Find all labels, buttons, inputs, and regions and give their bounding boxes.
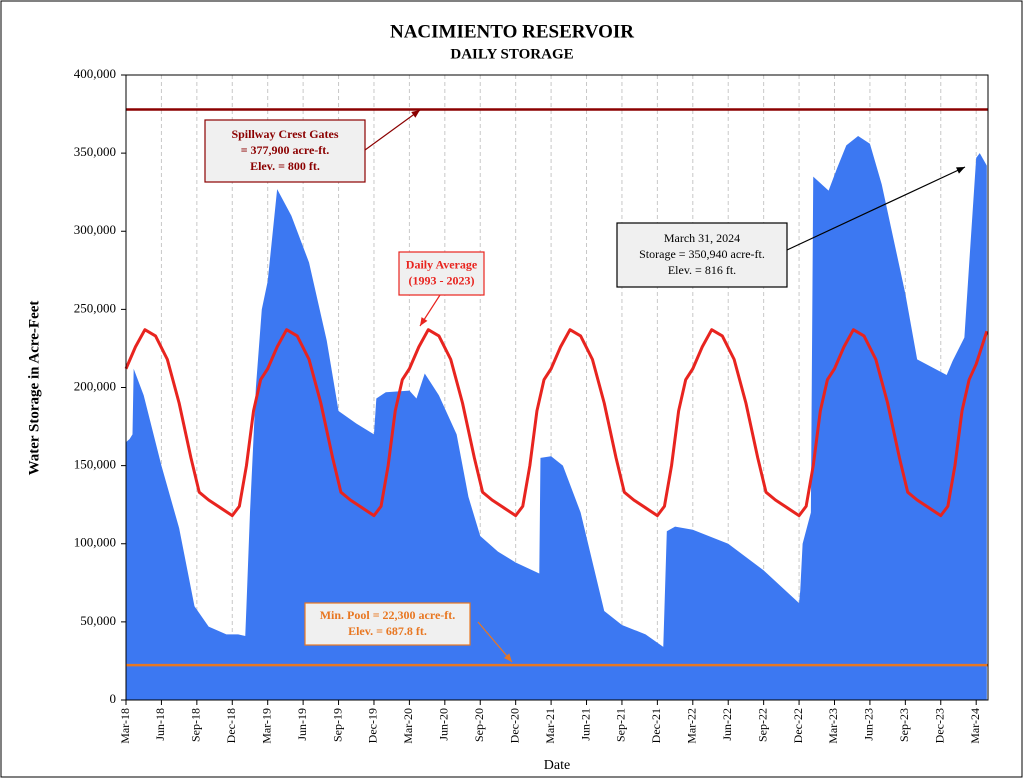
arrow-head (411, 110, 420, 118)
y-tick-label: 400,000 (74, 66, 116, 81)
annotation-text: March 31, 2024 (664, 231, 740, 245)
y-tick-label: 150,000 (74, 457, 116, 472)
x-tick-label: Jun-21 (578, 708, 592, 741)
x-tick-label: Mar-24 (968, 708, 982, 744)
annotation-arrow (477, 621, 513, 663)
x-tick-label: Mar-21 (543, 708, 557, 744)
storage-area (126, 135, 987, 700)
chart-title: NACIMIENTO RESERVOIR (390, 21, 634, 42)
x-tick-label: Sep-18 (189, 708, 203, 742)
x-tick-label: Dec-23 (933, 708, 947, 743)
x-tick-label: Jun-18 (153, 708, 167, 741)
annotation-text: Spillway Crest Gates (231, 127, 338, 141)
annotation-arrow (364, 109, 421, 151)
arrow-head (420, 317, 428, 326)
x-tick-label: Mar-18 (118, 708, 132, 744)
x-tick-label: Sep-20 (472, 708, 486, 742)
plot-border (125, 74, 989, 701)
annotation-text: Storage = 350,940 acre-ft. (639, 247, 765, 261)
annotation-text: (1993 - 2023) (409, 273, 475, 287)
x-tick-label: Mar-19 (259, 708, 273, 744)
x-tick-label: Sep-19 (330, 708, 344, 742)
annotation-text: Elev. = 800 ft. (250, 159, 320, 173)
x-tick-label: Sep-22 (755, 708, 769, 742)
x-tick-label: Dec-22 (791, 708, 805, 743)
x-tick-label: Dec-19 (366, 708, 380, 743)
y-tick-label: 50,000 (80, 613, 116, 628)
x-tick-label: Jun-20 (437, 708, 451, 741)
annotation-box (304, 602, 471, 646)
x-tick-label: Jun-19 (295, 708, 309, 741)
x-tick-label: Sep-23 (897, 708, 911, 742)
annotation-box (616, 222, 788, 288)
annotation-text: = 377,900 acre-ft. (241, 143, 330, 157)
arrow-head (503, 653, 512, 662)
x-tick-label: Jun-23 (862, 708, 876, 741)
x-axis-label: Date (544, 758, 570, 773)
annotation-box (204, 119, 366, 183)
x-tick-label: Sep-21 (614, 708, 628, 742)
y-tick-label: 300,000 (74, 222, 116, 237)
x-tick-label: Mar-22 (685, 708, 699, 744)
y-tick-label: 100,000 (74, 535, 116, 550)
annotation-text: Min. Pool = 22,300 acre-ft. (320, 608, 456, 622)
average-line (124, 328, 989, 518)
chart-subtitle: DAILY STORAGE (450, 46, 573, 62)
x-tick-label: Mar-20 (401, 708, 415, 744)
y-tick-label: 250,000 (74, 300, 116, 315)
annotation-box (398, 251, 485, 296)
annotation-text: Elev. = 687.8 ft. (348, 624, 427, 638)
y-tick-label: 0 (110, 691, 117, 706)
annotation-text: Elev. = 816 ft. (668, 263, 736, 277)
arrow-head (956, 167, 965, 174)
y-axis-label: Water Storage in Acre-Feet (26, 301, 42, 476)
x-tick-label: Dec-20 (507, 708, 521, 743)
y-tick-label: 200,000 (74, 378, 116, 393)
x-tick-label: Dec-18 (224, 708, 238, 743)
x-tick-label: Jun-22 (720, 708, 734, 741)
y-tick-label: 350,000 (74, 144, 116, 159)
annotation-arrow (786, 166, 966, 251)
annotation-text: Daily Average (406, 257, 478, 271)
x-tick-label: Mar-23 (826, 708, 840, 744)
x-tick-label: Dec-21 (649, 708, 663, 743)
